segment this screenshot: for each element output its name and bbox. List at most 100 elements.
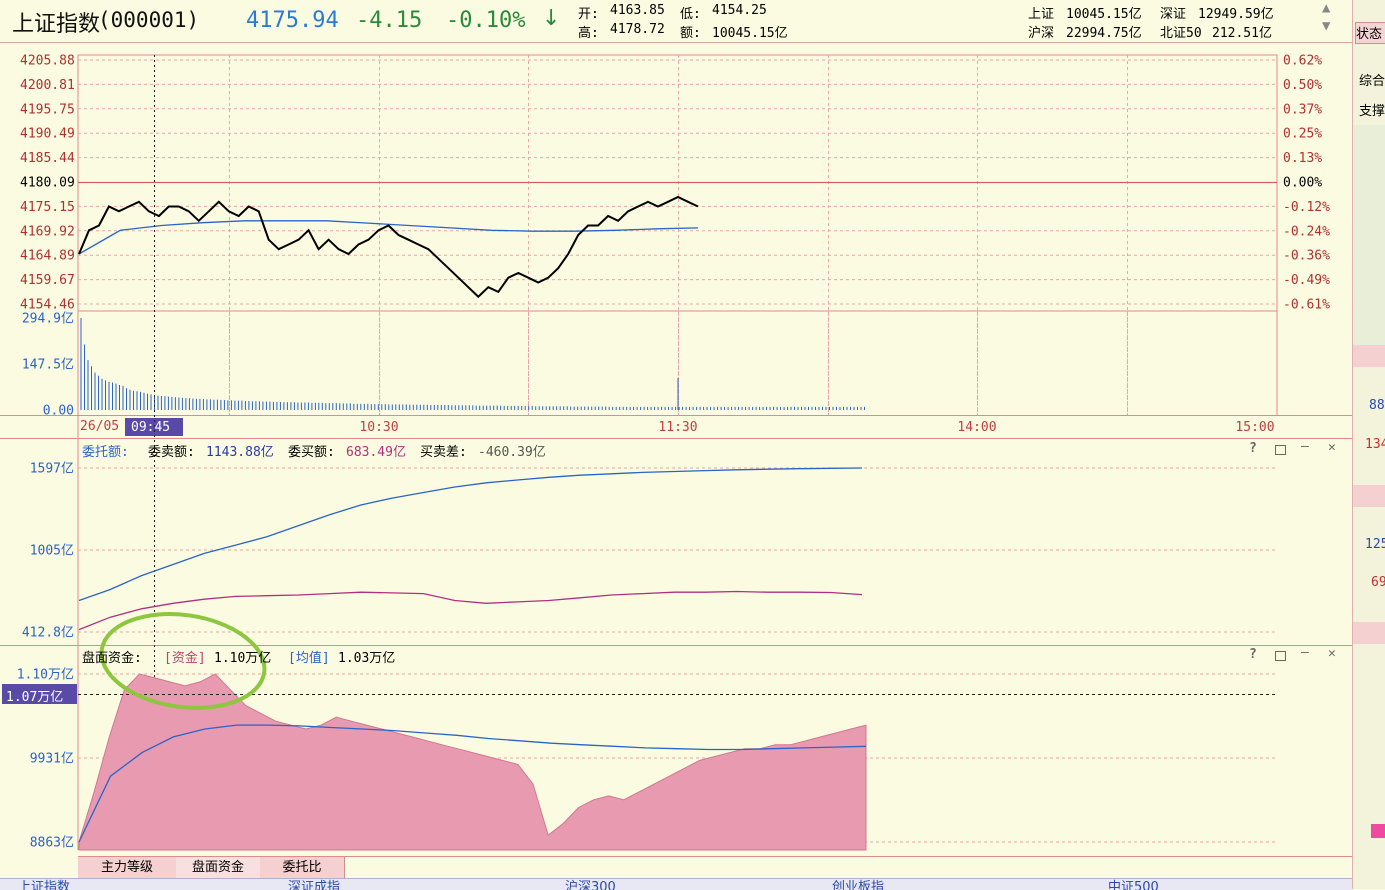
scroll-down-icon[interactable]: ▼ [1322, 18, 1331, 34]
x-tick-label: 10:30 [359, 420, 398, 435]
pct-tick-label: -0.24% [1283, 224, 1330, 239]
side-item-0: 综合 [1359, 74, 1385, 89]
volume-bars [80, 318, 865, 410]
low-value: 4154.25 [712, 3, 767, 18]
ticker-0[interactable]: 上证指数 [18, 880, 71, 890]
volume-tick-label: 294.9亿 [22, 312, 74, 327]
fund-value: 1.10万亿 [214, 651, 272, 666]
price-tick-label: 4205.88 [20, 54, 75, 69]
side-panel: 状态 综合 支撑 88 134 125 69 [1352, 0, 1385, 889]
high-value: 4178.72 [610, 22, 665, 37]
help-icon[interactable]: ? [1249, 441, 1257, 456]
fund-cursor-value: 1.07万亿 [6, 690, 64, 705]
index-code: (000001) [98, 8, 200, 32]
diff-label: 买卖差: [420, 445, 467, 460]
pct-tick-label: -0.61% [1283, 298, 1330, 313]
down-arrow-icon: ↓ [542, 6, 561, 31]
pct-tick-label: -0.12% [1283, 200, 1330, 215]
fund-tag: [资金] [164, 651, 206, 666]
tab-order-ratio[interactable]: 委托比 [260, 857, 345, 878]
open-label: 开: [578, 7, 599, 22]
side-num-0: 88 [1369, 398, 1385, 413]
scroll-up-icon[interactable]: ▲ [1322, 0, 1331, 16]
close-icon[interactable]: ✕ [1328, 440, 1336, 455]
cursor-value-box [2, 684, 77, 704]
help-icon[interactable]: ? [1249, 647, 1257, 662]
price-tick-label: 4175.15 [20, 200, 75, 215]
fund-tick-label: 8863亿 [30, 836, 74, 851]
hs-label: 沪深 [1028, 26, 1055, 41]
sz-label: 深证 [1160, 7, 1187, 22]
price-tick-label: 4154.46 [20, 298, 75, 313]
diff-value: -460.39亿 [478, 445, 546, 460]
price-tick-label: 4190.49 [20, 127, 75, 142]
pct-tick-label: 0.37% [1283, 102, 1322, 117]
price-tick-label: 4180.09 [20, 176, 75, 191]
volume-tick-label: 0.00 [43, 404, 74, 419]
pct-tick-label: 0.25% [1283, 127, 1322, 142]
order-tick-label: 1597亿 [30, 462, 74, 477]
price-tick-label: 4164.89 [20, 249, 75, 264]
maximize-icon[interactable] [1275, 445, 1286, 455]
minimize-icon[interactable]: — [1301, 439, 1309, 454]
minimize-icon[interactable]: — [1301, 645, 1309, 660]
side-band-3 [1353, 622, 1385, 644]
x-tick-label: 14:00 [957, 420, 996, 435]
low-label: 低: [680, 7, 701, 22]
x-date: 26/05 [80, 419, 120, 434]
open-value: 4163.85 [610, 3, 665, 18]
maximize-icon[interactable] [1275, 651, 1286, 661]
chart-canvas: 4205.88 4200.81 4195.75 4190.49 4185.44 4180.… [0, 54, 1352, 851]
avg-price-line [78, 220, 699, 255]
ticker-1[interactable]: 深证成指 [288, 880, 341, 890]
price-line [78, 195, 699, 299]
tab-main-level[interactable]: 主力等级 [78, 857, 177, 878]
fund-avg-line [78, 724, 867, 843]
close-icon[interactable]: ✕ [1328, 646, 1336, 661]
volume-tick-label: 147.5亿 [22, 358, 74, 373]
price-tick-label: 4185.44 [20, 151, 75, 166]
ticker-row: 上证指数 深证成指 沪深300 创业板指 中证500 [0, 878, 1352, 890]
price-tick-label: 4169.92 [20, 224, 75, 239]
side-num-1: 134 [1365, 437, 1385, 452]
sh-label: 上证 [1028, 7, 1055, 22]
pct-tick-label: -0.36% [1283, 249, 1330, 264]
x-tick-label: 11:30 [658, 420, 697, 435]
index-change: -4.15 [356, 8, 423, 33]
pct-tick-label: 0.50% [1283, 78, 1322, 93]
sell-value: 1143.88亿 [206, 445, 274, 460]
pct-tick-label: 0.00% [1283, 176, 1322, 191]
side-num-2: 125 [1365, 537, 1385, 552]
index-change-pct: -0.10% [446, 8, 526, 33]
cursor-time: 09:45 [131, 420, 171, 435]
side-num-3: 69 [1371, 575, 1385, 590]
fund-title: 盘面资金: [82, 651, 142, 666]
pct-tick-label: -0.49% [1283, 273, 1330, 288]
order-tick-label: 412.8亿 [22, 626, 74, 641]
hs-value: 22994.75亿 [1066, 26, 1142, 41]
ticker-2[interactable]: 沪深300 [565, 880, 616, 890]
avg-value: 1.03万亿 [338, 651, 396, 666]
sz-value: 12949.59亿 [1198, 7, 1274, 22]
buy-label: 委买额: [288, 445, 335, 460]
ticker-3[interactable]: 创业板指 [832, 880, 885, 890]
buy-amount-line [78, 590, 863, 631]
tab-bar: 主力等级 盘面资金 委托比 [78, 856, 1352, 879]
sh-value: 10045.15亿 [1066, 7, 1142, 22]
price-tick-label: 4159.67 [20, 273, 75, 288]
sell-label: 委卖额: [148, 445, 195, 460]
tab-status[interactable]: 状态 [1355, 22, 1385, 44]
quote-header: 上证指数 (000001) 4175.94 -4.15 -0.10% ↓ 开: … [0, 0, 1352, 43]
side-item-1: 支撑 [1359, 104, 1385, 119]
side-band [1353, 345, 1385, 367]
order-title: 委托额: [82, 445, 129, 460]
buy-value: 683.49亿 [346, 445, 406, 460]
tab-fund[interactable]: 盘面资金 [176, 857, 261, 878]
index-name: 上证指数 [12, 12, 101, 37]
side-marker [1371, 824, 1385, 838]
sell-amount-line [78, 467, 863, 602]
ticker-4[interactable]: 中证500 [1108, 880, 1159, 890]
fund-tick-label: 1.10万亿 [17, 668, 74, 683]
side-band-2 [1353, 485, 1385, 507]
bz-value: 212.51亿 [1212, 26, 1272, 41]
